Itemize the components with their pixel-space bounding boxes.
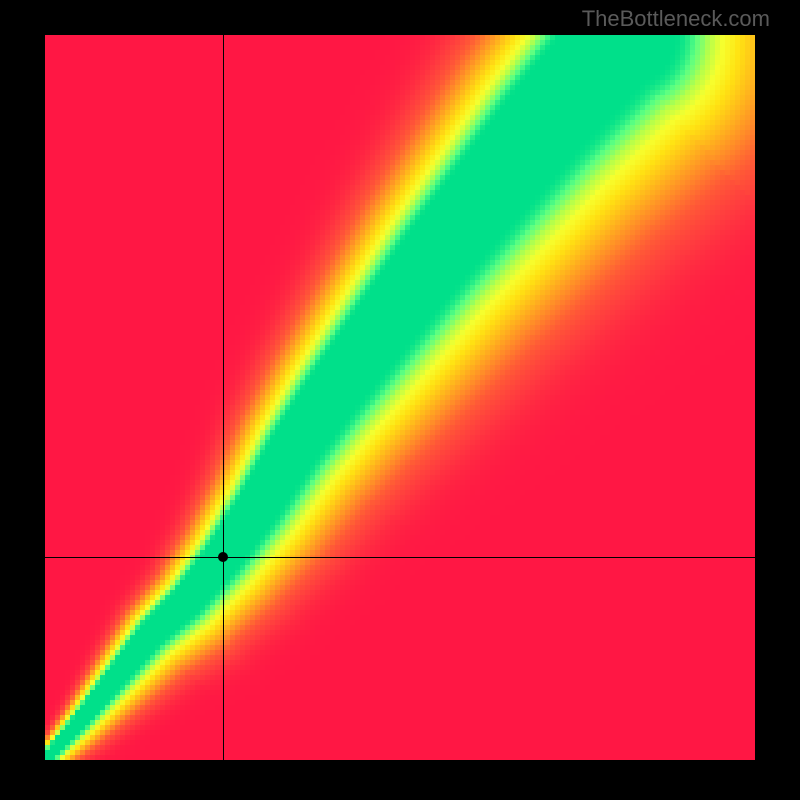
selection-marker: [218, 552, 228, 562]
watermark-text: TheBottleneck.com: [582, 6, 770, 32]
crosshair-vertical: [223, 35, 224, 760]
bottleneck-heatmap: [45, 35, 755, 760]
crosshair-horizontal: [45, 557, 755, 558]
